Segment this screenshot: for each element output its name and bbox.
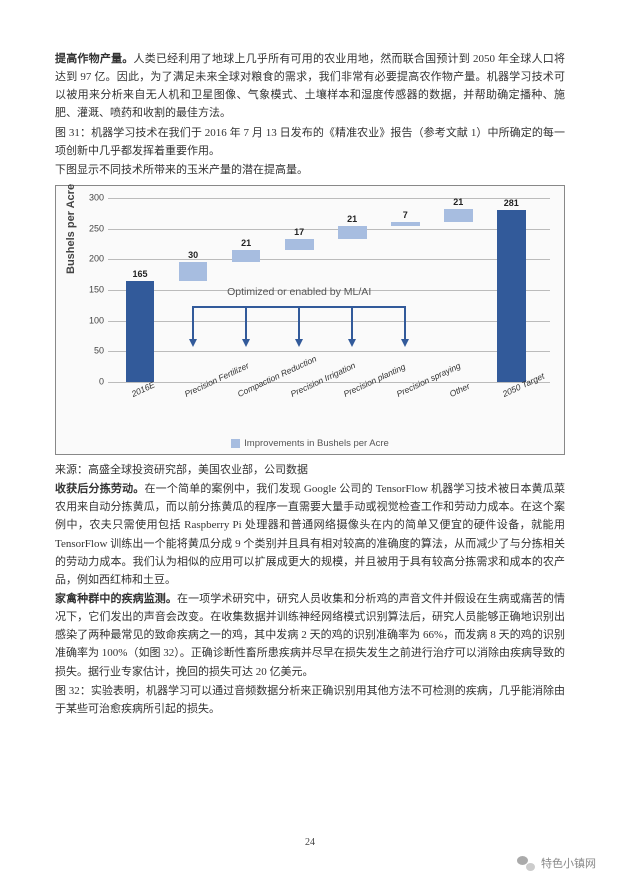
bar-label: 281	[497, 196, 526, 211]
plot-region: 05010015020025030016530211721721281Optim…	[108, 198, 550, 382]
para-fig31-desc: 下图显示不同技术所带来的玉米产量的潜在提高量。	[55, 161, 565, 179]
y-tick: 200	[80, 252, 104, 267]
grid-line	[108, 351, 550, 352]
bracket-stem	[351, 306, 353, 339]
bar-label: 21	[444, 195, 473, 210]
bracket-stem	[298, 306, 300, 339]
para-fig31: 图 31：机器学习技术在我们于 2016 年 7 月 13 日发布的《精准农业》…	[55, 124, 565, 160]
bar-precision-planting: 21	[338, 226, 367, 239]
chart-plot-area: Bushels per Acre 05010015020025030016530…	[66, 194, 554, 404]
arrow-down-icon	[295, 339, 303, 347]
bar-label: 17	[285, 225, 314, 240]
para-crop-yield: 提高作物产量。人类已经利用了地球上几乎所有可用的农业用地，然而联合国预计到 20…	[55, 50, 565, 123]
bracket-stem	[404, 306, 406, 339]
bold-crop-yield: 提高作物产量。	[55, 53, 134, 65]
bar-label: 165	[126, 267, 155, 282]
grid-line	[108, 229, 550, 230]
y-tick: 300	[80, 191, 104, 206]
y-tick: 0	[80, 375, 104, 390]
bar-label: 30	[179, 248, 208, 263]
arrow-down-icon	[242, 339, 250, 347]
para-poultry: 家禽种群中的疾病监测。在一项学术研究中，研究人员收集和分析鸡的声音文件并假设在生…	[55, 590, 565, 681]
y-tick: 250	[80, 221, 104, 236]
bar-label: 21	[232, 236, 261, 251]
y-tick: 100	[80, 313, 104, 328]
para-sorting: 收获后分拣劳动。在一个简单的案例中，我们发现 Google 公司的 Tensor…	[55, 480, 565, 589]
footer-watermark: 特色小镇网	[517, 855, 596, 873]
grid-line	[108, 259, 550, 260]
bar-precision-fertilizer: 30	[179, 262, 208, 280]
bar-other: 21	[444, 209, 473, 222]
y-axis-title: Bushels per Acre	[62, 184, 80, 274]
wechat-icon	[517, 856, 535, 871]
footer-text: 特色小镇网	[541, 855, 596, 873]
bracket-stem	[245, 306, 247, 339]
text-sorting: 在一个简单的案例中，我们发现 Google 公司的 TensorFlow 机器学…	[55, 483, 565, 586]
bar-precision-irrigation: 17	[285, 239, 314, 249]
bar-2016e: 165	[126, 281, 155, 382]
grid-line	[108, 321, 550, 322]
bracket-stem	[192, 306, 194, 339]
grid-line	[108, 198, 550, 199]
bar-compaction-reduction: 21	[232, 250, 261, 263]
para-fig32: 图 32：实验表明，机器学习可以通过音频数据分析来正确识别用其他方法不可检测的疾…	[55, 682, 565, 718]
legend-text: Improvements in Bushels per Acre	[244, 438, 389, 449]
arrow-down-icon	[189, 339, 197, 347]
bar-label: 7	[391, 208, 420, 223]
chart-corn-yield: Bushels per Acre 0 50 100 150 200 250 300 165 30…	[55, 185, 565, 455]
page-number: 24	[0, 835, 620, 852]
optimized-label: Optimized or enabled by ML/AI	[193, 284, 405, 301]
y-tick: 150	[80, 283, 104, 298]
bar-precision-spraying: 7	[391, 222, 420, 226]
bold-sorting: 收获后分拣劳动。	[55, 483, 144, 495]
chart-legend: Improvements in Bushels per Acre	[56, 436, 564, 452]
bold-poultry: 家禽种群中的疾病监测。	[55, 593, 177, 605]
bar-2050-target: 281	[497, 210, 526, 382]
legend-swatch	[231, 439, 240, 448]
y-tick: 50	[80, 344, 104, 359]
arrow-down-icon	[348, 339, 356, 347]
chart-source: 来源：高盛全球投资研究部，美国农业部，公司数据	[55, 461, 565, 479]
arrow-down-icon	[401, 339, 409, 347]
bar-label: 21	[338, 212, 367, 227]
text-poultry: 在一项学术研究中，研究人员收集和分析鸡的声音文件并假设在生病或痛苦的情况下，它们…	[55, 593, 565, 678]
x-labels: 2016EPrecision FertilizerCompaction Redu…	[108, 384, 550, 410]
